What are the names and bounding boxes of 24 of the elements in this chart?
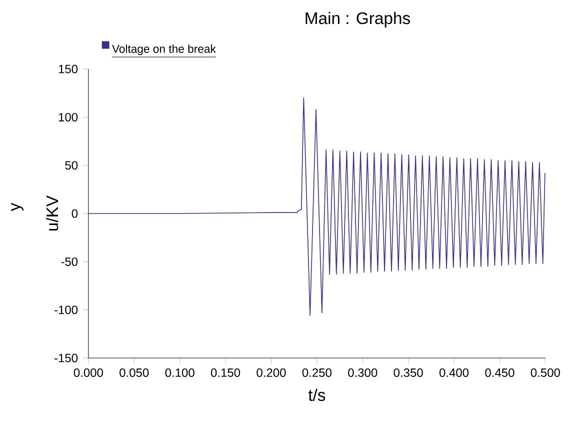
legend-label: Voltage on the break xyxy=(112,44,216,56)
y-tick-label: 50 xyxy=(65,161,78,170)
x-tick-label: 0.400 xyxy=(439,368,469,377)
x-tick-label: 0.350 xyxy=(394,368,423,377)
x-tick-label: 0.150 xyxy=(210,368,240,377)
x-tick-label: 0.300 xyxy=(348,368,378,377)
x-tick-label: 0.050 xyxy=(120,368,149,377)
y-tick-label: 150 xyxy=(58,64,78,74)
x-tick-label: 0.100 xyxy=(165,368,194,377)
x-tick-label: 0.000 xyxy=(74,368,103,377)
y-tick-label: -150 xyxy=(54,354,78,362)
y-tick-label: 0 xyxy=(72,209,78,218)
line-series xyxy=(88,98,546,316)
x-axis-title: t/s xyxy=(308,388,326,401)
x-tick-label: 0.250 xyxy=(302,368,332,377)
text: y xyxy=(11,202,24,212)
x-tick-label: 0.450 xyxy=(485,368,514,377)
x-tick-label: 0.200 xyxy=(256,368,286,377)
y-tick-label: -50 xyxy=(61,257,78,266)
y-tick-label: 100 xyxy=(58,112,78,122)
y-tick-label: -100 xyxy=(54,306,78,314)
x-tick-label: 0.500 xyxy=(530,368,560,377)
y-axis-title: u/KV xyxy=(46,196,58,231)
chart-title: Main : Graphs xyxy=(306,12,410,28)
